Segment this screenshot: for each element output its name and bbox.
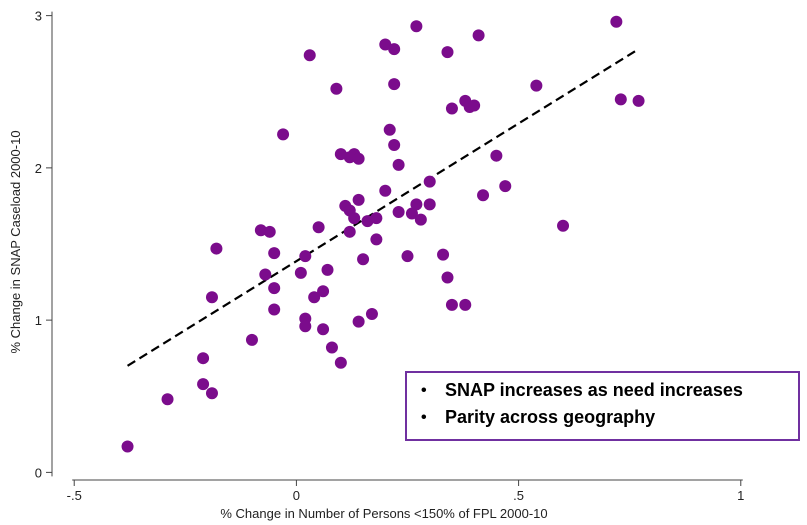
data-point: [388, 78, 401, 91]
data-point: [205, 291, 218, 304]
data-point: [392, 158, 405, 171]
y-tick-label: 3: [35, 9, 42, 24]
data-point: [312, 221, 325, 234]
data-point: [423, 198, 436, 211]
data-point: [401, 250, 414, 263]
data-point: [477, 189, 490, 202]
data-point: [414, 213, 427, 226]
data-point: [499, 180, 512, 193]
data-point: [299, 320, 312, 333]
x-tick-label: 1: [737, 488, 744, 503]
data-point: [352, 193, 365, 206]
callout-text-1: SNAP increases as need increases: [445, 380, 743, 400]
data-point: [205, 387, 218, 400]
data-point: [197, 378, 210, 391]
y-tick-label: 2: [35, 161, 42, 176]
bullet-icon: •: [421, 382, 427, 399]
data-point: [365, 308, 378, 321]
data-point: [557, 219, 570, 232]
data-point: [468, 99, 481, 112]
data-point: [352, 315, 365, 328]
data-point: [303, 49, 316, 62]
data-point: [379, 38, 392, 51]
data-point: [210, 242, 223, 255]
points-layer: [121, 15, 645, 453]
x-tick-label: .5: [513, 488, 524, 503]
callout-item-1: • SNAP increases as need increases: [421, 377, 788, 404]
data-point: [352, 152, 365, 165]
y-axis-title: % Change in SNAP Caseload 2000-10: [8, 130, 23, 353]
data-point: [383, 123, 396, 136]
data-point: [330, 82, 343, 95]
data-point: [321, 263, 334, 276]
data-point: [325, 341, 338, 354]
data-point: [437, 248, 450, 261]
data-point: [308, 291, 321, 304]
data-point: [445, 298, 458, 311]
data-point: [530, 79, 543, 92]
data-point: [632, 94, 645, 107]
y-tick-label: 0: [35, 465, 42, 480]
y-axis: 0 1 2 3: [35, 9, 53, 480]
data-point: [317, 285, 330, 298]
data-point: [410, 198, 423, 211]
data-point: [423, 175, 436, 188]
data-point: [161, 393, 174, 406]
fit-line-layer: [126, 48, 640, 367]
data-point: [299, 250, 312, 263]
data-point: [121, 440, 134, 453]
data-point: [268, 282, 281, 295]
data-point: [268, 247, 281, 260]
data-point: [245, 333, 258, 346]
data-point: [254, 224, 267, 237]
data-point: [388, 139, 401, 152]
x-axis: -.5 0 .5 1: [67, 479, 744, 503]
data-point: [379, 184, 392, 197]
data-point: [343, 225, 356, 238]
data-point: [459, 298, 472, 311]
callout-list: • SNAP increases as need increases • Parit…: [421, 377, 788, 431]
data-point: [334, 356, 347, 369]
data-point: [197, 352, 210, 365]
bullet-icon: •: [421, 409, 427, 426]
y-tick-label: 1: [35, 313, 42, 328]
data-point: [268, 303, 281, 316]
data-point: [277, 128, 290, 141]
data-point: [405, 207, 418, 220]
callout-item-2: • Parity across geography: [421, 404, 788, 431]
data-point: [263, 225, 276, 238]
data-point: [614, 93, 627, 106]
data-point: [610, 15, 623, 28]
fit-line: [126, 48, 640, 367]
data-point: [388, 43, 401, 56]
data-point: [490, 149, 503, 162]
data-point: [472, 29, 485, 42]
data-point: [392, 206, 405, 219]
data-point: [370, 233, 383, 246]
data-point: [410, 20, 423, 33]
data-point: [317, 323, 330, 336]
data-point: [348, 212, 361, 225]
callout-text-2: Parity across geography: [445, 407, 656, 427]
data-point: [357, 253, 370, 266]
x-tick-label: -.5: [67, 488, 82, 503]
annotation-callout: • SNAP increases as need increases • Parit…: [405, 371, 800, 441]
data-point: [441, 46, 454, 59]
data-point: [259, 268, 272, 281]
data-point: [294, 266, 307, 279]
x-tick-label: 0: [293, 488, 300, 503]
data-point: [445, 102, 458, 115]
x-axis-title: % Change in Number of Persons <150% of F…: [220, 506, 547, 521]
data-point: [370, 212, 383, 225]
data-point: [441, 271, 454, 284]
